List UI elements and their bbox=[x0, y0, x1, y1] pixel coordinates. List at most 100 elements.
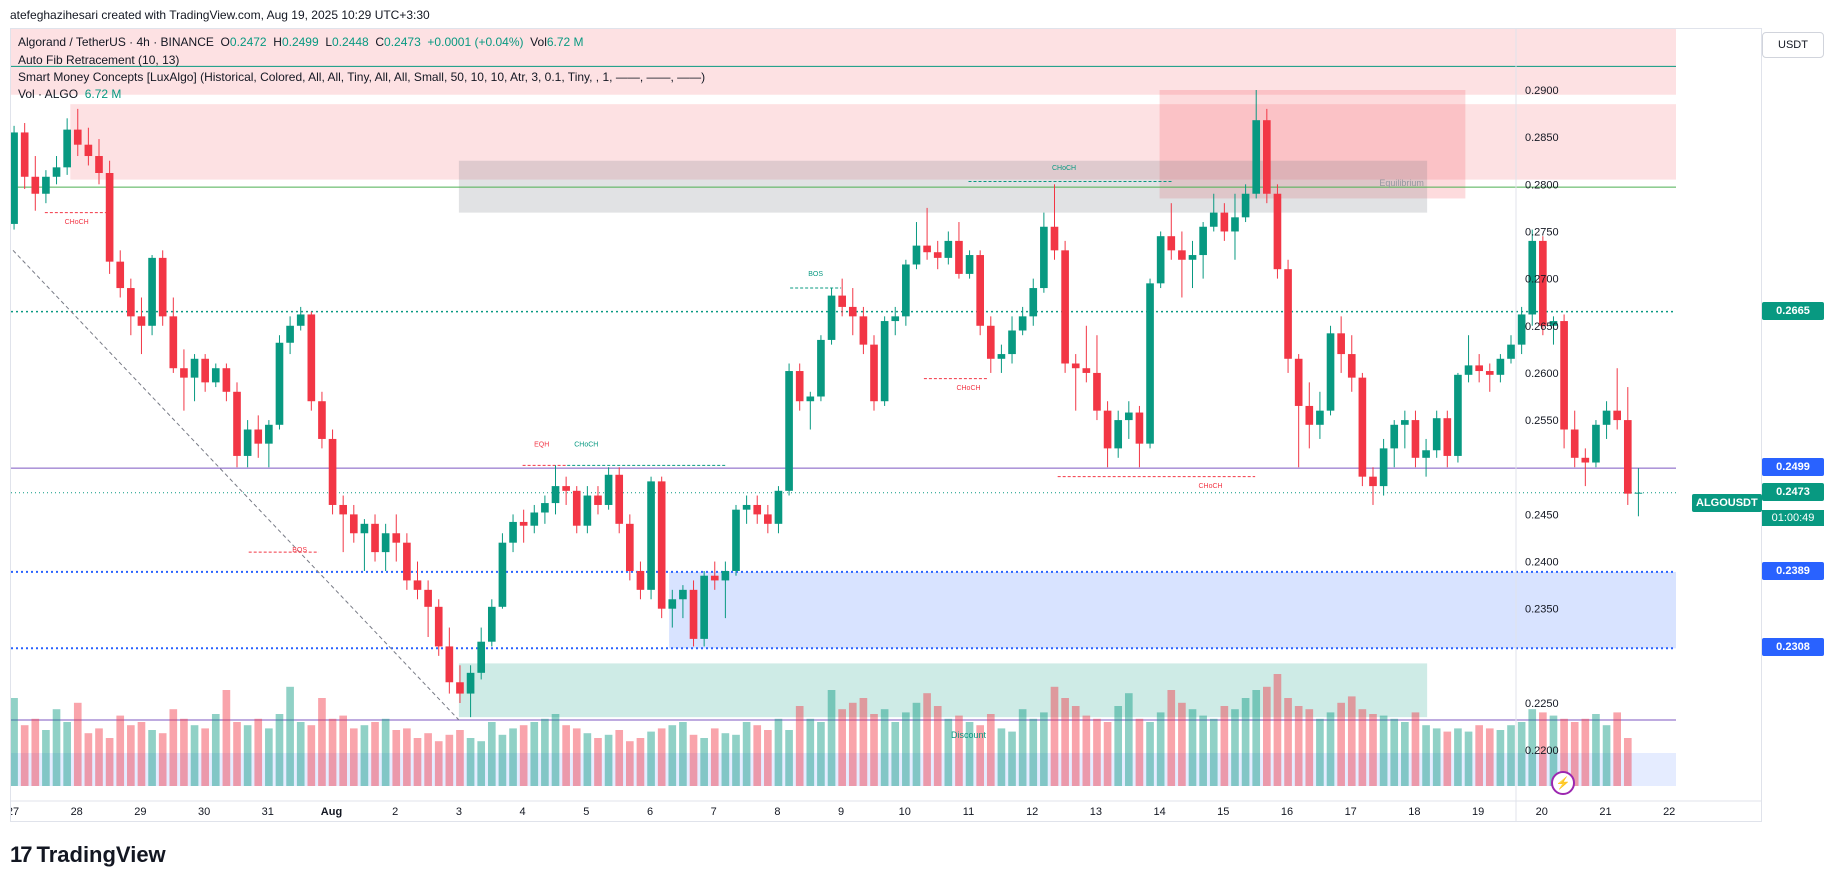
candle-body bbox=[1613, 410, 1622, 421]
volume-bar bbox=[1496, 730, 1505, 786]
legend-indicator-volume[interactable]: Vol · ALGO 6.72 M bbox=[18, 87, 121, 101]
candle-body bbox=[859, 316, 868, 345]
candle-body bbox=[180, 368, 188, 378]
candle-body bbox=[1507, 344, 1515, 359]
volume-bar bbox=[413, 738, 422, 786]
candle-body bbox=[710, 575, 719, 581]
candle-body bbox=[1146, 283, 1154, 444]
volume-bar bbox=[519, 725, 528, 786]
volume-bar bbox=[870, 714, 878, 786]
volume-bar bbox=[1337, 702, 1345, 786]
volume-bar bbox=[1602, 725, 1611, 786]
volume-bar bbox=[31, 718, 40, 786]
volume-bar bbox=[986, 714, 995, 786]
volume-bar bbox=[307, 725, 316, 786]
brand-name: TradingView bbox=[36, 842, 166, 867]
candle-body bbox=[1124, 412, 1133, 421]
volume-bar bbox=[169, 709, 178, 786]
candle-body bbox=[902, 264, 910, 317]
x-tick-label: 18 bbox=[1408, 806, 1420, 818]
candle-body bbox=[838, 295, 846, 307]
price-tag-0-2389: 0.2389 bbox=[1762, 561, 1824, 580]
candle-body bbox=[1305, 405, 1314, 425]
candle-body bbox=[1220, 212, 1229, 232]
legend-indicator-fib[interactable]: Auto Fib Retracement (10, 13) bbox=[18, 53, 180, 67]
lightning-icon[interactable]: ⚡ bbox=[1551, 771, 1575, 795]
tradingview-brand[interactable]: 17 TradingView bbox=[10, 842, 166, 868]
volume-bar bbox=[933, 706, 942, 786]
price-tag-0-2308: 0.2308 bbox=[1762, 638, 1824, 657]
volume-bar bbox=[1539, 712, 1547, 786]
candle-body bbox=[827, 295, 836, 340]
candle-body bbox=[222, 368, 231, 392]
candle-body bbox=[328, 438, 337, 505]
candle-body bbox=[976, 255, 985, 326]
candle-body bbox=[615, 474, 624, 524]
legend-high: 0.2499 bbox=[281, 35, 319, 49]
annotation-label-3: CHoCH bbox=[574, 441, 598, 448]
volume-bar bbox=[1485, 728, 1494, 786]
y-tick-label: 0.2850 bbox=[1525, 132, 1559, 144]
volume-bar bbox=[1273, 674, 1282, 786]
candle-body bbox=[413, 580, 422, 590]
volume-bar bbox=[1592, 714, 1600, 786]
candle-body bbox=[785, 371, 793, 491]
candle-body bbox=[923, 245, 931, 253]
candle-body bbox=[1528, 240, 1537, 315]
volume-bar bbox=[392, 730, 401, 786]
candle-body bbox=[1454, 374, 1462, 456]
candle-body bbox=[477, 641, 486, 673]
chart-caption: atefeghazihesari created with TradingVie… bbox=[10, 8, 430, 22]
candle-body bbox=[1050, 226, 1059, 251]
volume-bar bbox=[1146, 722, 1154, 786]
legend-open: 0.2472 bbox=[229, 35, 267, 49]
candle-body bbox=[519, 521, 528, 526]
volume-bar bbox=[116, 715, 125, 786]
volume-bar bbox=[148, 730, 156, 786]
volume-bar bbox=[604, 734, 613, 786]
candle-body bbox=[1326, 333, 1335, 411]
x-tick-label: 10 bbox=[899, 806, 911, 818]
x-tick-label: 4 bbox=[520, 806, 526, 818]
legend-symbol[interactable]: Algorand / TetherUS · 4h · BINANCE bbox=[18, 35, 214, 49]
y-tick-label: 0.2700 bbox=[1525, 274, 1559, 286]
volume-bar bbox=[944, 718, 953, 786]
volume-bar bbox=[1517, 722, 1526, 786]
price-tag-0-2499: 0.2499 bbox=[1762, 458, 1824, 477]
volume-bar bbox=[647, 731, 655, 786]
order-block-bearish bbox=[1159, 90, 1466, 199]
candle-body bbox=[1252, 120, 1261, 194]
volume-bar bbox=[190, 725, 199, 786]
x-tick-label: 22 bbox=[1663, 806, 1675, 818]
volume-bar bbox=[424, 733, 432, 786]
price-chart[interactable]: CHoCH BOS EQH CHoCH BOS CHoCH CHoCH CHoCH Equili… bbox=[11, 29, 1761, 821]
candle-body bbox=[349, 514, 358, 534]
candle-body bbox=[880, 321, 889, 402]
annotation-label-1: BOS bbox=[292, 547, 307, 554]
x-tick-label: 6 bbox=[647, 806, 653, 818]
candle-body bbox=[1040, 226, 1048, 289]
candle-body bbox=[1241, 193, 1250, 218]
discount-zone bbox=[458, 663, 1428, 718]
trend-line bbox=[12, 249, 460, 721]
volume-bar bbox=[1220, 706, 1229, 786]
volume-bar bbox=[976, 725, 985, 786]
annotation-label-5: CHoCH bbox=[1052, 165, 1076, 172]
volume-bar bbox=[1475, 725, 1483, 786]
volume-bar bbox=[233, 722, 241, 786]
volume-bar bbox=[456, 730, 464, 786]
candle-body bbox=[42, 176, 50, 194]
currency-button[interactable]: USDT bbox=[1762, 32, 1824, 58]
candle-body bbox=[1347, 354, 1356, 378]
volume-bar bbox=[11, 698, 18, 786]
chart-frame[interactable]: CHoCH BOS EQH CHoCH BOS CHoCH CHoCH CHoCH Equili… bbox=[10, 28, 1762, 822]
candle-body bbox=[562, 486, 570, 491]
candle-body bbox=[424, 589, 432, 607]
candle-body bbox=[1496, 358, 1505, 375]
volume-bar bbox=[838, 709, 846, 786]
candle-body bbox=[1294, 358, 1303, 406]
legend-indicator-smc[interactable]: Smart Money Concepts [LuxAlgo] (Historic… bbox=[18, 70, 706, 84]
candle-body bbox=[31, 176, 40, 194]
volume-bar bbox=[498, 734, 507, 786]
y-tick-label: 0.2900 bbox=[1525, 85, 1559, 97]
